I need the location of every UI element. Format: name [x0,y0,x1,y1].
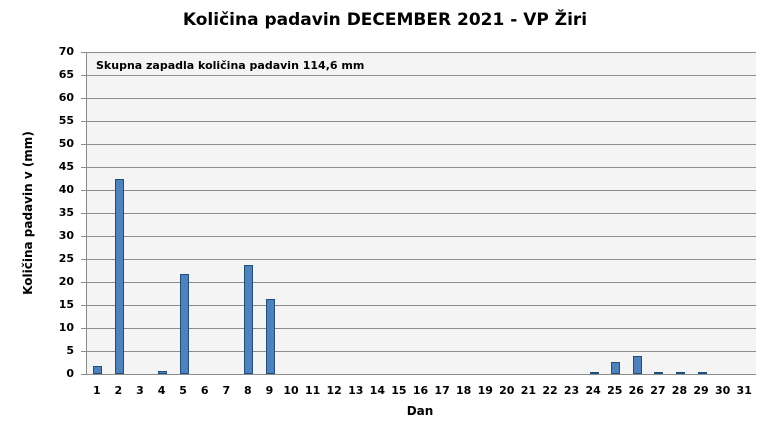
bar-day-1 [93,365,103,374]
y-tick [81,52,87,53]
y-tick [81,305,87,306]
bar-day-8 [244,265,254,374]
x-tick-label: 27 [650,384,666,397]
x-tick-label: 10 [283,384,299,397]
x-tick-label: 20 [499,384,515,397]
x-tick-label: 31 [736,384,752,397]
x-axis-title: Dan [406,404,434,418]
x-tick-label: 9 [265,384,274,397]
x-tick-label: 6 [200,384,209,397]
x-tick-label: 22 [542,384,558,397]
gridline [87,52,756,53]
x-tick-label: 23 [563,384,580,397]
y-tick-label: 25 [58,252,74,265]
y-axis-title: Količina padavin v (mm) [21,131,35,295]
y-tick-label: 35 [58,206,74,219]
chart-title: Količina padavin DECEMBER 2021 - VP Žiri [182,10,588,30]
y-tick-label: 65 [58,68,74,81]
x-tick-label: 4 [157,384,166,397]
y-tick [81,98,87,99]
gridline [87,282,756,283]
y-tick [81,328,87,329]
bar-day-27 [654,372,664,374]
gridline [87,259,756,260]
gridline [87,167,756,168]
plot-area [81,52,756,375]
y-tick [81,121,87,122]
y-tick [81,213,87,214]
y-tick [81,190,87,191]
x-tick-label: 5 [179,384,187,397]
y-tick [81,259,87,260]
x-tick-label: 1 [92,384,101,397]
x-tick-label: 21 [520,384,537,397]
y-tick-label: 45 [58,160,74,173]
y-tick-label: 70 [58,45,74,58]
y-tick-label: 40 [58,183,74,196]
x-tick-label: 2 [114,384,123,397]
y-tick [81,144,87,145]
y-tick [81,282,87,283]
y-tick-label: 0 [66,367,74,380]
y-tick-label: 10 [58,321,74,334]
y-tick [81,75,87,76]
gridline [87,305,756,306]
y-tick [81,236,87,237]
total-annotation: Skupna zapadla količina padavin 114,6 mm [96,59,365,72]
gridline [87,374,756,375]
y-tick [81,351,87,352]
bar-day-26 [632,356,642,374]
y-tick-label: 20 [58,275,74,288]
x-tick-label: 14 [369,384,385,397]
x-tick-label: 11 [304,384,321,397]
y-tick-label: 55 [58,114,74,127]
x-tick-label: 16 [412,384,429,397]
x-tick-label: 12 [326,384,342,397]
y-tick-label: 50 [58,137,74,150]
x-tick-label: 17 [434,384,450,397]
y-tick-label: 30 [58,229,74,242]
x-tick-label: 25 [607,384,623,397]
x-tick-label: 18 [456,384,472,397]
gridline [87,351,756,352]
x-tick-label: 30 [714,384,731,397]
y-tick [81,374,87,375]
gridline [87,328,756,329]
x-tick-label: 19 [477,384,493,397]
y-tick-label: 5 [66,344,74,357]
bar-day-9 [265,299,275,374]
bar-day-28 [675,372,685,374]
bar-day-29 [697,372,707,374]
x-tick-label: 28 [671,384,688,397]
x-tick-label: 24 [585,384,601,397]
x-tick-label: 3 [136,384,144,397]
gridline [87,144,756,145]
y-tick-label: 15 [58,298,74,311]
bar-day-24 [589,371,599,374]
y-tick-label: 60 [58,91,74,104]
y-tick [81,167,87,168]
gridline [87,98,756,99]
x-tick-label: 13 [348,384,364,397]
gridline [87,75,756,76]
x-tick-label: 15 [391,384,407,397]
gridline [87,190,756,191]
gridline [87,121,756,122]
x-tick-label: 26 [628,384,644,397]
gridline [87,236,756,237]
gridline [87,213,756,214]
x-tick-label: 8 [244,384,252,397]
bar-day-5 [179,274,189,374]
bar-day-4 [158,370,168,374]
x-tick-label: 29 [693,384,709,397]
bar-day-25 [611,361,621,374]
x-tick-label: 7 [222,384,231,397]
bar-day-2 [114,178,124,374]
